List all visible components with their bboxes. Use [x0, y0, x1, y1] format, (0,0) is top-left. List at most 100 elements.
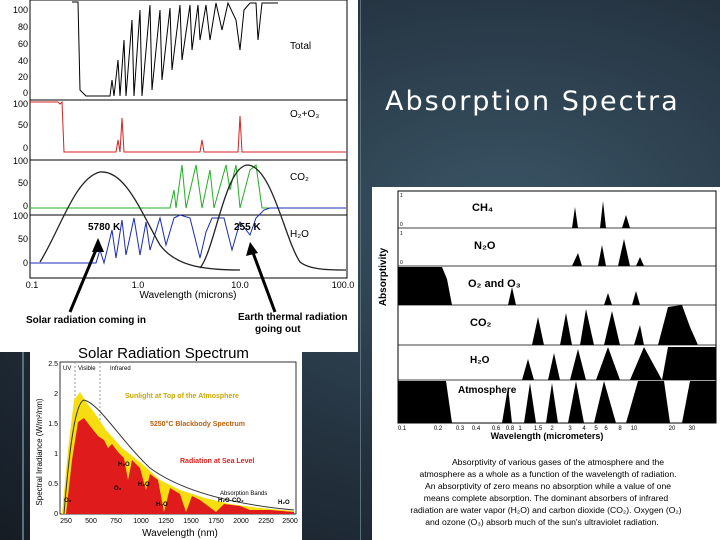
- x-tick: 10.0: [231, 280, 249, 290]
- x-tick: 0.3: [456, 426, 465, 432]
- panel-label-o2o3: O₂+O₃: [290, 109, 319, 120]
- x-tick: 0.1: [26, 280, 39, 290]
- atmosphere-absorption: [398, 381, 716, 423]
- gas-label-h2o: H₂O: [470, 355, 490, 366]
- y-tick: 100: [13, 156, 28, 166]
- plot-frame: [29, 0, 348, 279]
- molecule-label: H₂O: [218, 498, 230, 504]
- earth-planck-curve: [199, 164, 347, 271]
- x-tick: 6: [604, 426, 608, 432]
- co2-absorption-line: [30, 164, 346, 209]
- x-tick: 1250: [158, 518, 174, 525]
- x-tick: 8: [618, 426, 622, 432]
- divider-line: [22, 340, 24, 540]
- panel-label-co2: CO₂: [290, 172, 309, 183]
- solar-spectrum-title: Solar Radiation Spectrum: [78, 345, 249, 362]
- gas-label-n2o: N₂O: [474, 240, 496, 252]
- y-tick: 100: [13, 211, 28, 221]
- x-tick: 2000: [233, 518, 249, 525]
- sea-level-area: [66, 418, 294, 514]
- earth-arrowhead: [246, 242, 258, 256]
- y-tick: 0: [23, 258, 28, 268]
- x-tick: 0.1: [398, 426, 407, 432]
- x-tick: 1750: [208, 518, 224, 525]
- sun-planck-curve: [39, 171, 241, 271]
- blackbody-curve: [63, 399, 295, 515]
- molecule-label: H₂O: [118, 462, 130, 468]
- molecule-label: H₂O: [156, 502, 168, 508]
- caption-line: radiation are water vapor (H₂O) and carb…: [410, 505, 681, 515]
- caption-line: An absorptivity of zero means no absorpt…: [425, 481, 671, 491]
- x-tick: 500: [85, 518, 97, 525]
- x-tick: 2250: [258, 518, 274, 525]
- y-tick: 40: [18, 56, 28, 66]
- co2-absorption: [532, 305, 698, 345]
- legend-top-atmosphere: Sunlight at Top of the Atmosphere: [125, 393, 239, 400]
- panel-label-h2o: H₂O: [290, 229, 309, 240]
- caption-line: means complete absorption. The dominant …: [424, 493, 669, 503]
- molecule-label: H₂O: [138, 482, 150, 488]
- x-tick: 30: [689, 426, 696, 432]
- x-tick: 1.0: [132, 280, 145, 290]
- y-tick: 100: [13, 5, 28, 15]
- gas-label-co2: CO₂: [470, 317, 492, 329]
- y-tick: 2: [54, 391, 58, 398]
- y-tick: 100: [13, 99, 28, 109]
- y-tick: 0: [23, 88, 28, 98]
- y-tick: 2.5: [48, 361, 58, 368]
- earth-curve-label: 255 K: [234, 222, 261, 233]
- y-tick: 60: [18, 39, 28, 49]
- o2o3-absorption-line: [30, 100, 346, 153]
- h2o-absorption-line: [30, 207, 346, 265]
- x-axis-label: Wavelength (nm): [142, 528, 218, 539]
- x-tick: 5: [594, 426, 598, 432]
- x-tick: 2500: [282, 518, 298, 525]
- gas-absorptivity-chart: Absorptivity 1 0 1 0 CH₄ N₂O O₂ and O₃ C…: [378, 190, 717, 527]
- x-tick: 750: [110, 518, 122, 525]
- y-axis-label: Spectral Irradiance (W/m²/nm): [35, 398, 44, 505]
- row-tick: 1: [400, 231, 403, 237]
- n2o-absorption: [572, 239, 644, 266]
- y-axis-label: Absorptivity: [378, 247, 389, 306]
- x-tick: 0.6: [492, 426, 501, 432]
- y-tick: 50: [18, 178, 28, 188]
- caption-line: Absorptivity of various gases of the atm…: [452, 457, 664, 467]
- gas-absorptivity-panel: Absorptivity 1 0 1 0 CH₄ N₂O O₂ and O₃ C…: [372, 187, 720, 540]
- solar-caption: Solar radiation coming in: [26, 315, 146, 326]
- gas-label-ch4: CH₄: [472, 202, 493, 214]
- x-tick: 20: [669, 426, 676, 432]
- slide-title: Absorption Spectra: [385, 86, 680, 117]
- caption-line: atmosphere as a whole as a function of t…: [419, 469, 676, 479]
- absorption-chart: 100 80 60 40 20 0 100 50 0 100 50 0 100 …: [13, 0, 355, 335]
- y-tick: 80: [18, 22, 28, 32]
- x-axis-label: Wavelength (micrometers): [491, 431, 604, 441]
- earth-caption-line1: Earth thermal radiation: [238, 312, 347, 323]
- molecule-label: H₂O: [278, 500, 290, 506]
- band-label-infrared: Infrared: [110, 366, 131, 372]
- legend-absorption-bands: Absorption Bands: [220, 491, 267, 497]
- absorption-chart-panel: 100 80 60 40 20 0 100 50 0 100 50 0 100 …: [0, 0, 358, 352]
- band-label-uv: UV: [63, 366, 71, 372]
- x-tick: 2: [550, 426, 554, 432]
- y-tick: 0: [54, 511, 58, 518]
- solar-arrowhead: [92, 238, 104, 252]
- row-tick: 0: [400, 222, 403, 228]
- y-tick: 0: [23, 201, 28, 211]
- o2o3-absorption: [398, 267, 640, 305]
- y-tick: 1: [54, 451, 58, 458]
- row-tick: 0: [400, 260, 403, 266]
- solar-spectrum-chart: Solar Radiation Spectrum Spectral Irradi…: [35, 345, 298, 539]
- y-tick: 0.5: [48, 481, 58, 488]
- caption-line: and ozone (O₃) absorb much of the sun's …: [425, 517, 658, 527]
- x-tick: 100.0: [332, 280, 355, 290]
- x-tick: 1000: [133, 518, 149, 525]
- x-tick: 10: [631, 426, 638, 432]
- x-tick: 0.2: [434, 426, 443, 432]
- x-tick: 1500: [183, 518, 199, 525]
- row-tick: 1: [400, 193, 403, 199]
- ch4-absorption: [567, 201, 630, 228]
- x-tick: 250: [60, 518, 72, 525]
- earth-caption-line2: going out: [255, 324, 301, 335]
- total-absorption-line: [72, 1, 278, 97]
- x-axis-label: Wavelength (microns): [140, 290, 237, 301]
